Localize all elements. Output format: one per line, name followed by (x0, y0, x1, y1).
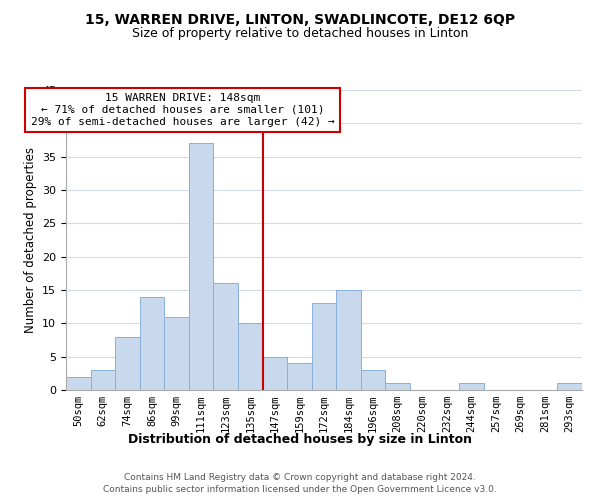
Text: Size of property relative to detached houses in Linton: Size of property relative to detached ho… (132, 28, 468, 40)
Bar (66, 376, 91, 390)
Text: 15 WARREN DRIVE: 148sqm
← 71% of detached houses are smaller (101)
29% of semi-d: 15 WARREN DRIVE: 148sqm ← 71% of detache… (31, 94, 335, 126)
Bar (263, 356, 287, 390)
Bar (238, 324, 263, 390)
Bar (557, 384, 582, 390)
Text: Contains public sector information licensed under the Open Government Licence v3: Contains public sector information licen… (103, 485, 497, 494)
Text: Distribution of detached houses by size in Linton: Distribution of detached houses by size … (128, 432, 472, 446)
Bar (189, 144, 214, 390)
Bar (164, 316, 189, 390)
Bar (115, 336, 140, 390)
Bar (312, 304, 336, 390)
Bar (361, 370, 385, 390)
Text: Contains HM Land Registry data © Crown copyright and database right 2024.: Contains HM Land Registry data © Crown c… (124, 472, 476, 482)
Y-axis label: Number of detached properties: Number of detached properties (23, 147, 37, 333)
Text: 15, WARREN DRIVE, LINTON, SWADLINCOTE, DE12 6QP: 15, WARREN DRIVE, LINTON, SWADLINCOTE, D… (85, 12, 515, 26)
Bar (140, 296, 164, 390)
Bar (91, 370, 115, 390)
Bar (336, 290, 361, 390)
Bar (459, 384, 484, 390)
Bar (385, 384, 410, 390)
Bar (214, 284, 238, 390)
Bar (287, 364, 312, 390)
